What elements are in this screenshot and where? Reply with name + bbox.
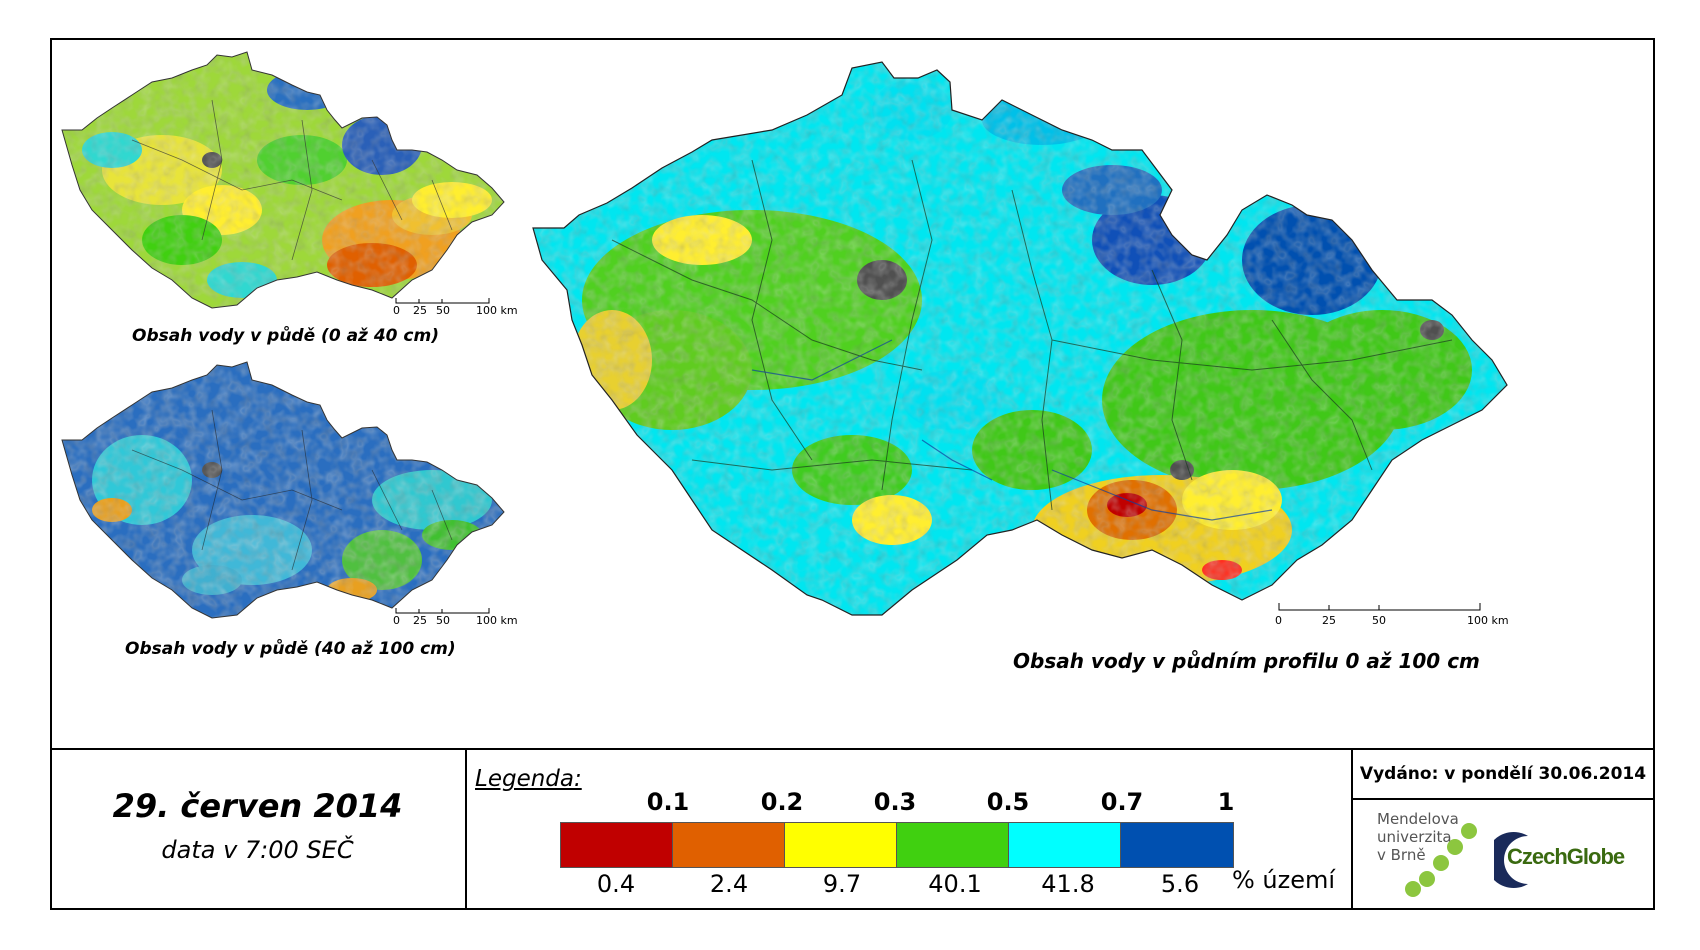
scale-label: 100 km — [1467, 614, 1509, 627]
map-topsoil — [61, 51, 505, 309]
legend-swatch — [1121, 823, 1233, 867]
issued-date: Vydáno: v pondělí 30.06.2014 — [1359, 764, 1647, 784]
scale-label: 100 km — [476, 304, 518, 317]
legend-threshold: 0.2 — [760, 788, 804, 816]
map-profile — [532, 61, 1508, 616]
maps-area — [61, 51, 1508, 619]
scale-label: 50 — [436, 614, 450, 627]
legend-swatch — [785, 823, 897, 867]
mendel-dots-icon — [1405, 823, 1477, 897]
logo-text: univerzita — [1377, 828, 1452, 846]
scale-label: 0 — [1275, 614, 1282, 627]
legend-threshold: 0.3 — [873, 788, 917, 816]
czechglobe-swoosh-icon — [1494, 832, 1528, 888]
scale-label: 25 — [1322, 614, 1336, 627]
logo-text: v Brně — [1377, 846, 1426, 864]
legend-threshold: 1 — [1217, 788, 1235, 816]
legend-percent: 2.4 — [709, 870, 749, 898]
legend-unit: % území — [1232, 866, 1336, 894]
czechglobe-logo-text: CzechGlobe — [1507, 844, 1625, 869]
legend-percent: 40.1 — [928, 870, 982, 898]
legend-threshold: 0.1 — [646, 788, 690, 816]
scale-bar-bottom — [395, 608, 490, 614]
panel-divider — [1351, 798, 1655, 800]
map-frame — [50, 38, 1655, 910]
scale-label: 100 km — [476, 614, 518, 627]
legend-swatch — [673, 823, 785, 867]
scale-label: 25 — [413, 304, 427, 317]
date-subtitle: data v 7:00 SEČ — [161, 836, 354, 864]
legend-percent: 9.7 — [822, 870, 862, 898]
date-title: 29. červen 2014 — [112, 787, 403, 825]
logo-text: Mendelova — [1377, 810, 1459, 828]
panel-divider — [465, 748, 467, 910]
legend-swatch — [1009, 823, 1121, 867]
map-subsoil — [61, 361, 505, 619]
scale-bar-top — [395, 298, 490, 304]
legend-threshold: 0.5 — [986, 788, 1030, 816]
scale-label: 25 — [413, 614, 427, 627]
legend-swatch — [561, 823, 673, 867]
legend-percent: 5.6 — [1160, 870, 1200, 898]
panel-divider — [1351, 748, 1353, 910]
legend-title: Legenda: — [475, 766, 582, 792]
caption-subsoil: Obsah vody v půdě (40 až 100 cm) — [125, 639, 456, 659]
legend-threshold: 0.7 — [1100, 788, 1144, 816]
scale-label: 0 — [393, 614, 400, 627]
legend-percent: 41.8 — [1041, 870, 1095, 898]
legend-color-bar — [560, 822, 1234, 868]
caption-profile: Obsah vody v půdním profilu 0 až 100 cm — [1013, 649, 1480, 673]
panel-divider — [50, 748, 1655, 750]
scale-label: 50 — [436, 304, 450, 317]
scale-bar-main — [1278, 603, 1481, 611]
scale-label: 0 — [393, 304, 400, 317]
caption-topsoil: Obsah vody v půdě (0 až 40 cm) — [132, 326, 439, 346]
mendel-university-logo: Mendelova univerzita v Brně — [1377, 810, 1459, 864]
legend-percent: 0.4 — [596, 870, 636, 898]
legend-swatch — [897, 823, 1009, 867]
scale-label: 50 — [1372, 614, 1386, 627]
